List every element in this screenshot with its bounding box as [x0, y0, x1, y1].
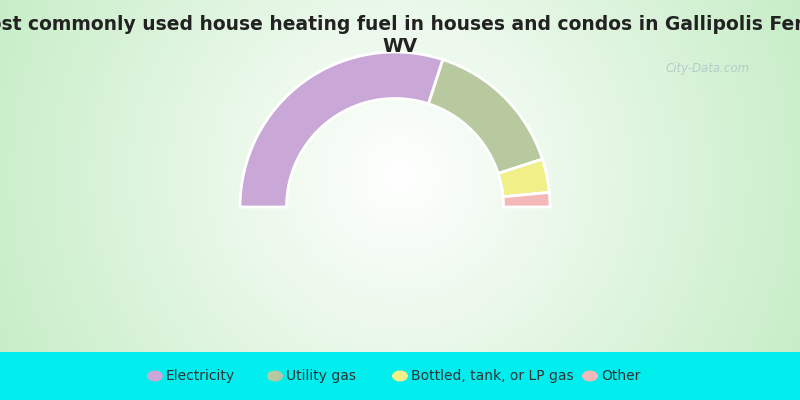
- Wedge shape: [240, 52, 443, 207]
- Wedge shape: [503, 192, 550, 207]
- Wedge shape: [498, 159, 550, 197]
- Text: Utility gas: Utility gas: [286, 369, 356, 383]
- Ellipse shape: [582, 370, 598, 382]
- Text: Other: Other: [601, 369, 640, 383]
- Ellipse shape: [392, 370, 408, 382]
- Text: Bottled, tank, or LP gas: Bottled, tank, or LP gas: [411, 369, 574, 383]
- Ellipse shape: [147, 370, 163, 382]
- Ellipse shape: [267, 370, 283, 382]
- Wedge shape: [429, 60, 542, 174]
- Text: Most commonly used house heating fuel in houses and condos in Gallipolis Ferry,
: Most commonly used house heating fuel in…: [0, 16, 800, 56]
- Text: City-Data.com: City-Data.com: [666, 62, 750, 75]
- Text: Electricity: Electricity: [166, 369, 235, 383]
